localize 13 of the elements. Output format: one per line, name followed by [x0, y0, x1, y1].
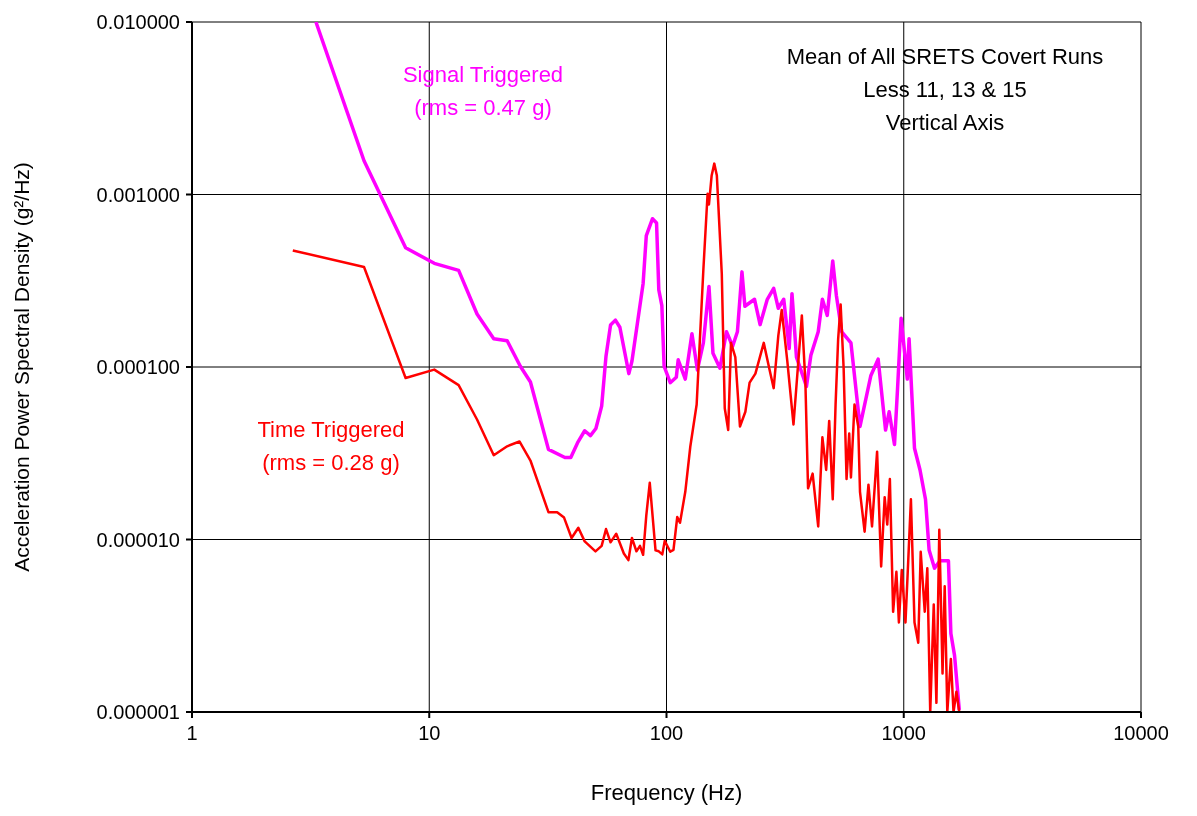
- x-tick-label: 1: [186, 722, 198, 745]
- x-tick-label: 100: [649, 722, 684, 745]
- y-tick-label: 0.010000: [96, 11, 180, 34]
- series-label: Time Triggered (rms = 0.28 g): [257, 416, 405, 477]
- y-tick-label: 0.000010: [96, 528, 180, 551]
- x-axis-title: Frequency (Hz): [590, 780, 743, 805]
- y-tick-label: 0.000001: [96, 701, 180, 724]
- x-tick-label: 10000: [1113, 722, 1169, 745]
- y-axis-title: Acceleration Power Spectral Density (g²/Hz): [10, 162, 34, 572]
- y-tick-label: 0.001000: [96, 183, 180, 206]
- y-tick-label: 0.000100: [96, 356, 180, 379]
- x-tick-label: 1000: [881, 722, 926, 745]
- x-tick-label: 10: [418, 722, 441, 745]
